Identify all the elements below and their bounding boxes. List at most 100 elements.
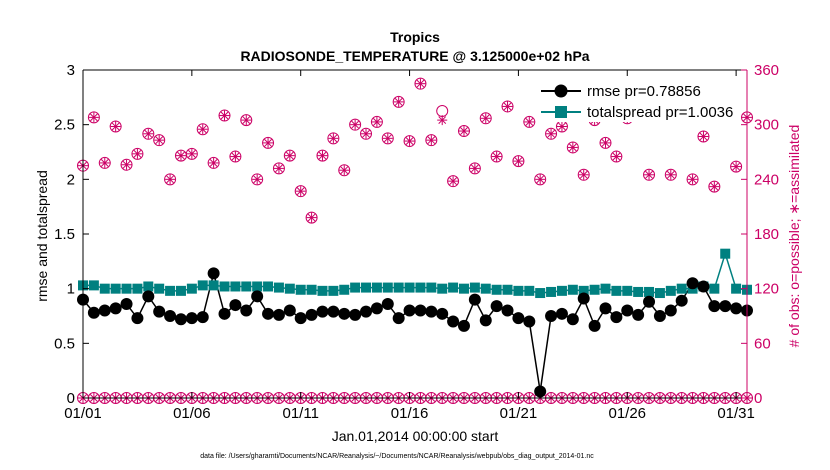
obs-assimilated-point: [513, 156, 524, 167]
obs-possible-point: [599, 136, 612, 149]
rmse-point: [512, 312, 525, 325]
obs-assimilated-point-stroke: [166, 175, 174, 184]
obs-assimilated-point-stroke: [645, 170, 653, 179]
obs-possible-point: [153, 134, 166, 147]
x-axis-label: Jan.01,2014 00:00:00 start: [332, 428, 499, 444]
totalspread-point: [654, 288, 665, 299]
totalspread-point: [589, 284, 600, 295]
rmse-point: [207, 267, 220, 280]
obs-assimilated-point-stroke: [503, 102, 512, 111]
obs-assimilated-point-stroke: [525, 118, 534, 126]
obs-assimilated-point-stroke: [318, 151, 327, 160]
obs-possible-point: [283, 149, 296, 162]
obs-assimilated-point-stroke: [438, 116, 447, 125]
rmse-point: [153, 305, 166, 318]
chart-subtitle: RADIOSONDE_TEMPERATURE @ 3.125000e+02 hP…: [240, 48, 589, 64]
totalspread-point: [361, 282, 372, 293]
obs-assimilated-point: [339, 165, 350, 176]
rmse-point: [664, 304, 677, 317]
obs-possible-point: [577, 168, 590, 181]
obs-assimilated-point: [469, 163, 480, 174]
totalspread-point: [263, 281, 274, 292]
totalspread-point: [426, 282, 437, 293]
rmse-point: [349, 308, 362, 321]
totalspread-point: [350, 282, 361, 293]
totalspread-point: [448, 282, 459, 293]
obs-assimilated-point-stroke: [307, 213, 316, 222]
obs-assimilated-point: [371, 116, 382, 127]
rmse-point: [327, 305, 340, 318]
y-tick-label-right: 120: [754, 281, 779, 298]
chart-title: Tropics: [390, 29, 440, 45]
obs-assimilated-point: [154, 135, 165, 146]
obs-assimilated-point: [350, 119, 361, 130]
obs-assimilated-point: [535, 174, 546, 185]
totalspread-point: [252, 281, 263, 292]
totalspread-point: [241, 281, 252, 292]
obs-possible-point: [349, 118, 362, 131]
rmse-point: [360, 305, 373, 318]
rmse-point: [490, 300, 503, 313]
obs-assimilated-point-stroke: [100, 159, 109, 167]
obs-assimilated-point-stroke: [558, 122, 566, 131]
obs-assimilated-point: [317, 150, 328, 161]
obs-possible-point: [185, 147, 198, 160]
obs-possible-point: [545, 127, 558, 140]
obs-assimilated-point: [393, 96, 404, 107]
obs-assimilated-point: [524, 116, 535, 127]
totalspread-point: [404, 282, 415, 293]
obs-assimilated-point-stroke: [177, 151, 185, 160]
rmse-point: [577, 292, 590, 305]
obs-assimilated-point-stroke: [111, 122, 120, 131]
rmse-point: [251, 290, 264, 303]
y-tick-label-right: 60: [754, 335, 771, 352]
totalspread-point: [513, 285, 524, 296]
totalspread-point: [731, 283, 742, 294]
y-tick-label: 0.5: [54, 335, 75, 352]
axes: 01/01 01/06 01/11 01/16 01/21 01/26 01/3100.51…: [54, 62, 779, 422]
totalspread-point: [437, 283, 448, 294]
obs-assimilated-point: [132, 148, 143, 159]
totalspread-point: [622, 285, 633, 296]
obs-possible-point: [479, 112, 492, 125]
y-tick-label-right: 180: [754, 226, 779, 243]
obs-assimilated-point-stroke: [253, 175, 262, 184]
obs-assimilated-point: [448, 176, 459, 187]
y-axis-label: rmse and totalspread: [34, 170, 50, 302]
obs-assimilated-point: [731, 161, 742, 172]
totalspread-point: [480, 283, 491, 294]
legend-box: [536, 76, 741, 122]
rmse-point: [425, 305, 438, 318]
obs-assimilated-point: [295, 186, 306, 197]
totalspread-point: [219, 281, 230, 292]
obs-possible-point: [218, 109, 231, 122]
rmse-point: [719, 300, 732, 313]
y-tick-label: 1: [67, 281, 75, 298]
rmse-point: [87, 306, 100, 319]
rmse-point: [686, 277, 699, 290]
totalspread-point: [175, 285, 186, 296]
obs-assimilated-point-stroke: [373, 118, 381, 126]
obs-possible-point: [523, 115, 536, 128]
obs-assimilated-point: [263, 137, 274, 148]
obs-possible-point: [164, 173, 177, 186]
obs-assimilated-point-stroke: [732, 162, 741, 171]
rmse-point: [675, 294, 688, 307]
rmse-point: [229, 299, 242, 312]
obs-assimilated-point-stroke: [187, 149, 196, 158]
obs-possible-point: [566, 141, 579, 154]
rmse-point: [262, 307, 275, 320]
obs-assimilated-point-stroke: [405, 137, 414, 145]
obs-assimilated-point-stroke: [514, 157, 523, 166]
rmse-point: [501, 304, 514, 317]
obs-possible-point: [534, 173, 547, 186]
obs-assimilated-point: [480, 113, 491, 124]
obs-assimilated-point-stroke: [492, 152, 501, 161]
totalspread-point: [154, 283, 165, 294]
totalspread-point: [546, 286, 557, 297]
obs-assimilated-point-stroke: [699, 132, 708, 141]
rmse-point: [588, 319, 601, 332]
obs-assimilated-point-stroke: [198, 125, 207, 134]
obs-possible-point: [316, 149, 329, 162]
obs-assimilated-point: [687, 174, 698, 185]
